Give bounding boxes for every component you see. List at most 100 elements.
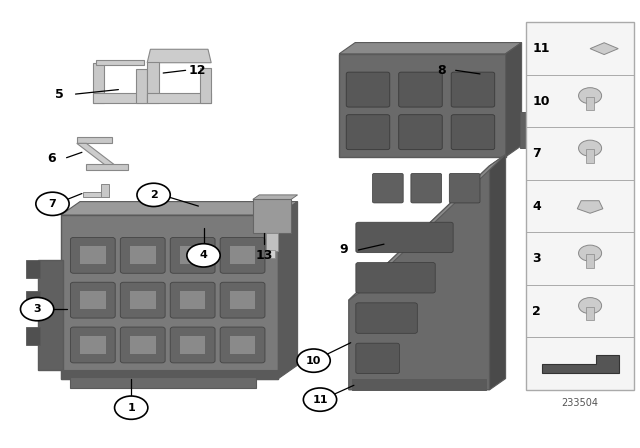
FancyBboxPatch shape [130,291,156,309]
Text: 6: 6 [47,151,56,165]
FancyBboxPatch shape [399,72,442,107]
FancyBboxPatch shape [70,237,115,273]
Polygon shape [93,93,147,103]
Text: 10: 10 [532,95,550,108]
Polygon shape [147,49,211,63]
Polygon shape [349,155,506,300]
FancyBboxPatch shape [180,246,205,264]
Polygon shape [200,68,211,103]
Text: 10: 10 [306,356,321,366]
FancyBboxPatch shape [70,282,115,318]
Polygon shape [586,149,594,163]
FancyBboxPatch shape [230,336,255,354]
Text: 2: 2 [532,305,541,318]
FancyBboxPatch shape [230,246,255,264]
Polygon shape [61,202,298,215]
Text: 1: 1 [127,403,135,413]
Polygon shape [253,199,291,233]
Polygon shape [136,69,147,103]
Polygon shape [26,327,40,345]
Polygon shape [38,260,63,370]
Text: 11: 11 [532,42,550,55]
FancyBboxPatch shape [170,327,215,363]
Polygon shape [352,379,486,390]
Text: 5: 5 [54,87,63,101]
FancyBboxPatch shape [356,303,417,333]
Text: 2: 2 [150,190,157,200]
Text: 3: 3 [532,252,541,265]
Circle shape [297,349,330,372]
Polygon shape [70,377,256,388]
Polygon shape [101,184,109,197]
Polygon shape [269,250,275,258]
Polygon shape [506,43,522,157]
Circle shape [187,244,220,267]
Text: 4: 4 [532,199,541,213]
FancyBboxPatch shape [526,22,634,390]
FancyBboxPatch shape [220,282,265,318]
Polygon shape [586,254,594,267]
Text: 12: 12 [188,64,206,77]
Text: 7: 7 [49,199,56,209]
Circle shape [115,396,148,419]
FancyBboxPatch shape [346,115,390,150]
FancyBboxPatch shape [346,72,390,107]
Text: 233504: 233504 [561,398,598,408]
Text: 3: 3 [33,304,41,314]
FancyBboxPatch shape [170,237,215,273]
FancyBboxPatch shape [130,336,156,354]
Text: 4: 4 [200,250,207,260]
FancyBboxPatch shape [451,115,495,150]
Circle shape [579,297,602,314]
Polygon shape [490,155,506,390]
Polygon shape [266,233,278,251]
Polygon shape [586,306,594,320]
FancyBboxPatch shape [356,222,453,253]
Polygon shape [61,370,278,379]
Polygon shape [83,192,109,197]
FancyBboxPatch shape [120,237,165,273]
FancyBboxPatch shape [130,246,156,264]
Polygon shape [349,166,490,390]
Polygon shape [278,202,298,379]
FancyBboxPatch shape [356,343,399,374]
Polygon shape [26,260,40,278]
Polygon shape [586,97,594,110]
Polygon shape [253,195,298,199]
FancyBboxPatch shape [80,246,106,264]
Text: 13: 13 [255,249,273,262]
Circle shape [20,297,54,321]
Polygon shape [96,60,144,65]
FancyBboxPatch shape [356,263,435,293]
Polygon shape [542,355,619,373]
Polygon shape [339,43,522,54]
Polygon shape [147,93,211,103]
FancyBboxPatch shape [180,291,205,309]
Circle shape [137,183,170,207]
Polygon shape [147,62,159,103]
FancyBboxPatch shape [451,72,495,107]
Polygon shape [26,291,40,309]
Polygon shape [61,215,278,379]
Circle shape [303,388,337,411]
Text: 8: 8 [437,64,446,77]
Polygon shape [339,54,506,157]
FancyBboxPatch shape [220,327,265,363]
FancyBboxPatch shape [80,336,106,354]
Circle shape [579,245,602,261]
Text: 9: 9 [339,243,348,257]
FancyBboxPatch shape [220,237,265,273]
FancyBboxPatch shape [411,173,442,203]
Polygon shape [93,63,104,103]
FancyBboxPatch shape [449,173,480,203]
FancyBboxPatch shape [180,336,205,354]
Text: 11: 11 [312,395,328,405]
Polygon shape [77,137,112,143]
Circle shape [36,192,69,215]
Polygon shape [590,43,618,55]
Circle shape [579,88,602,104]
Circle shape [579,140,602,156]
Polygon shape [577,201,603,213]
Polygon shape [77,143,122,170]
Polygon shape [86,164,128,170]
